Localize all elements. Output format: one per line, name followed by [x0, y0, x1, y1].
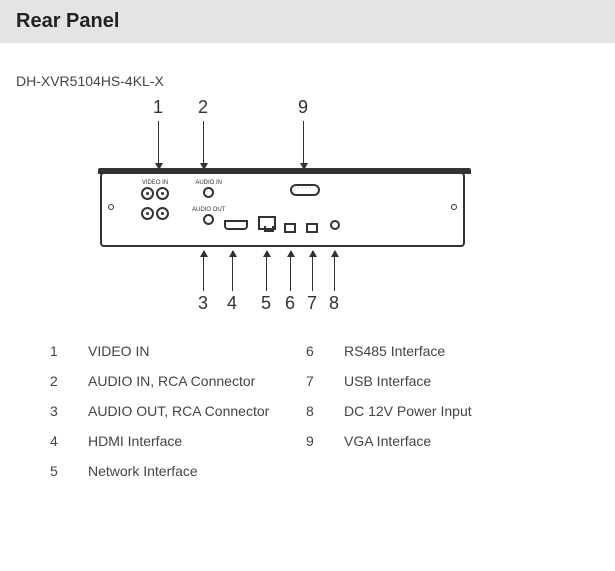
video-in-ports: VIDEO IN: [140, 180, 170, 226]
rca-icon: [203, 214, 214, 225]
legend-num: 2: [50, 373, 80, 389]
arrow-icon: [334, 251, 335, 291]
legend-num: 8: [306, 403, 336, 419]
legend-num: 6: [306, 343, 336, 359]
callout-3: 3: [195, 293, 211, 314]
vga-icon: [290, 184, 320, 196]
callout-1: 1: [150, 97, 166, 118]
arrow-icon: [203, 121, 204, 169]
screw-icon: [108, 204, 114, 210]
arrow-icon: [290, 251, 291, 291]
screw-icon: [451, 204, 457, 210]
legend-table: 1 VIDEO IN 6 RS485 Interface 2 AUDIO IN,…: [0, 337, 615, 479]
dc-port: [330, 220, 340, 230]
arrow-icon: [266, 251, 267, 291]
callout-4: 4: [224, 293, 240, 314]
usb-icon: [306, 223, 318, 233]
legend-num: 5: [50, 463, 80, 479]
callout-2: 2: [195, 97, 211, 118]
bnc-icon: [156, 187, 169, 200]
vga-port: [290, 184, 320, 196]
section-header: Rear Panel: [0, 0, 615, 43]
hdmi-port: [224, 220, 248, 230]
legend-label: Network Interface: [88, 463, 298, 479]
legend-label: RS485 Interface: [344, 343, 554, 359]
legend-num: 1: [50, 343, 80, 359]
audio-ports: AUDIO IN AUDIO OUT: [192, 180, 225, 231]
callout-5: 5: [258, 293, 274, 314]
legend-label: AUDIO OUT, RCA Connector: [88, 403, 298, 419]
legend-num: 4: [50, 433, 80, 449]
device-outline: VIDEO IN AUDIO IN AUDIO OUT: [100, 172, 465, 247]
legend-num: 3: [50, 403, 80, 419]
arrow-icon: [232, 251, 233, 291]
dc-icon: [330, 220, 340, 230]
rear-panel-diagram: 1 2 9 VIDEO IN AUDIO IN AUDIO OUT: [0, 97, 615, 337]
section-title: Rear Panel: [16, 10, 119, 32]
legend-label: VIDEO IN: [88, 343, 298, 359]
bnc-icon: [141, 207, 154, 220]
model-number: DH-XVR5104HS-4KL-X: [0, 43, 615, 97]
usb-port: [306, 220, 318, 238]
callout-7: 7: [304, 293, 320, 314]
arrow-icon: [312, 251, 313, 291]
rj45-icon: [258, 216, 276, 230]
legend-num: 7: [306, 373, 336, 389]
rs485-port: [284, 220, 296, 238]
legend-label: HDMI Interface: [88, 433, 298, 449]
bnc-icon: [141, 187, 154, 200]
callout-6: 6: [282, 293, 298, 314]
legend-label: AUDIO IN, RCA Connector: [88, 373, 298, 389]
rca-icon: [203, 187, 214, 198]
terminal-icon: [284, 223, 296, 233]
callout-9: 9: [295, 97, 311, 118]
network-port: [258, 216, 276, 230]
legend-label: DC 12V Power Input: [344, 403, 554, 419]
arrow-icon: [303, 121, 304, 169]
arrow-icon: [203, 251, 204, 291]
callout-8: 8: [326, 293, 342, 314]
legend-num: 9: [306, 433, 336, 449]
legend-label: VGA Interface: [344, 433, 554, 449]
bnc-icon: [156, 207, 169, 220]
hdmi-icon: [224, 220, 248, 230]
legend-label: USB Interface: [344, 373, 554, 389]
arrow-icon: [158, 121, 159, 169]
